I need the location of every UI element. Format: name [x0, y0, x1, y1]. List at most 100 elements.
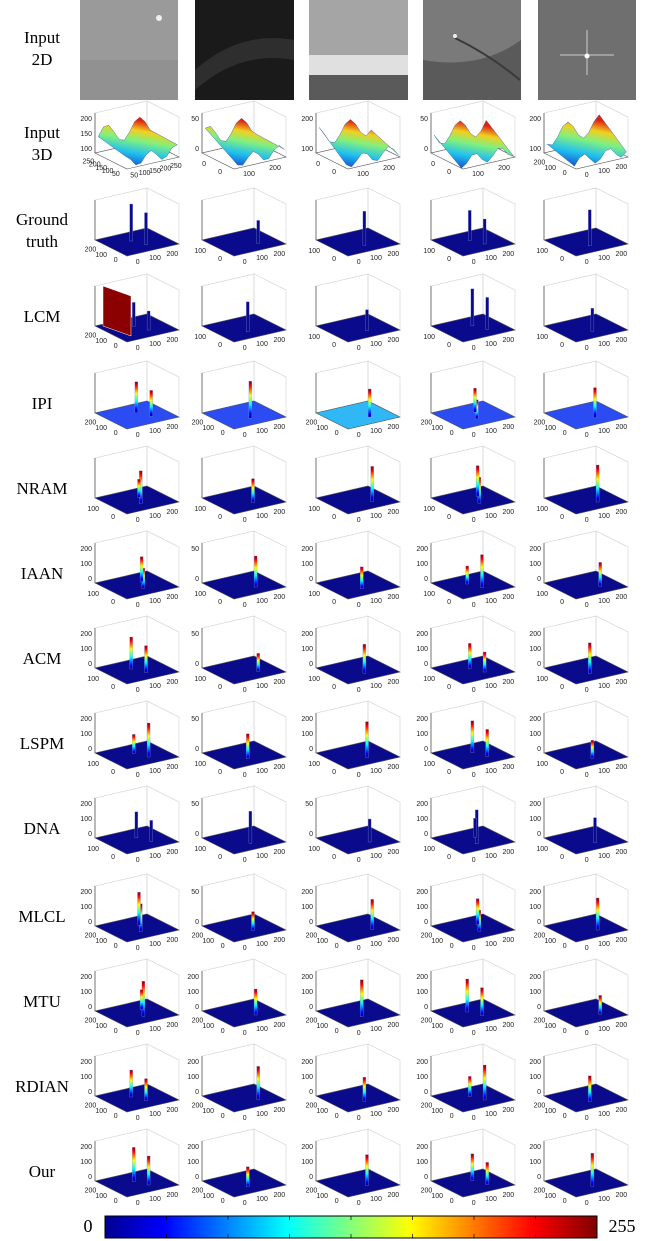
spike [368, 819, 371, 842]
z-tick-label: 100 [416, 646, 428, 653]
spike [363, 1077, 366, 1101]
floor-tick-label: 0 [472, 1030, 476, 1037]
z-tick-label: 200 [80, 631, 92, 638]
z-tick-label: 100 [80, 731, 92, 738]
floor-tick-label: 200 [166, 764, 178, 771]
floor-tick-label: 0 [111, 599, 115, 606]
floor-tick-label: 0 [243, 945, 247, 952]
plot-3d: 10020020010000100200 [529, 101, 628, 179]
plot-3d: 20010000100200 [421, 361, 515, 439]
floor-tick-label: 0 [357, 345, 361, 352]
z-tick-label: 0 [537, 746, 541, 753]
floor-tick-label: 200 [502, 679, 514, 686]
z-tick-label: 100 [301, 904, 313, 911]
spike [476, 899, 479, 925]
plot-3d: 10020000100200 [301, 101, 400, 178]
z-tick-label: 50 [191, 716, 199, 723]
spike [132, 734, 135, 753]
z-tick-label: 100 [301, 1074, 313, 1081]
z-tick-label: 100 [301, 646, 313, 653]
floor-tick-label: 0 [221, 1113, 225, 1120]
floor-tick-label: 0 [111, 684, 115, 691]
z-tick-label: 50 [305, 801, 313, 808]
floor-tick-label: 100 [308, 506, 320, 513]
plot-3d: 20010000100200 [85, 361, 179, 439]
floor-tick-label: 100 [544, 938, 556, 945]
spike [360, 567, 363, 589]
floor-tick-label: 0 [357, 259, 361, 266]
floor-tick-label: 100 [87, 676, 99, 683]
row-label: Our [29, 1162, 56, 1181]
z-tick-label: 0 [309, 919, 313, 926]
floor-tick-label: 200 [166, 679, 178, 686]
z-tick-label: 0 [88, 1089, 92, 1096]
z-tick-label: 200 [301, 1144, 313, 1151]
spike [257, 1066, 260, 1099]
floor-tick-label: 0 [111, 854, 115, 861]
z-tick-label: 0 [309, 831, 313, 838]
floor-tick-label: 100 [243, 171, 255, 178]
floor-tick-label: 0 [472, 687, 476, 694]
floor-tick-label: 200 [615, 424, 627, 431]
floor-tick-label: 100 [536, 248, 548, 255]
floor-tick-label: 100 [485, 428, 497, 435]
floor-tick-label: 100 [598, 683, 610, 690]
floor-tick-label: 100 [370, 598, 382, 605]
floor-tick-label: 100 [149, 683, 161, 690]
plot-3d: 20010000100200 [85, 188, 179, 266]
plot-3d: 010020010000100200 [529, 786, 628, 864]
floor-tick-label: 100 [202, 1108, 214, 1115]
floor-tick-label: 100 [95, 425, 107, 432]
floor-tick-label: 200 [387, 679, 399, 686]
spike [257, 220, 260, 243]
input-images [80, 0, 636, 100]
floor-tick-label: 100 [423, 846, 435, 853]
spike [366, 722, 369, 758]
floor-tick-label: 0 [560, 769, 564, 776]
floor-tick-label: 100 [149, 1196, 161, 1203]
floor-tick-label: 200 [166, 251, 178, 258]
floor-tick-label: 0 [332, 854, 336, 861]
z-tick-label: 0 [195, 576, 199, 583]
floor-tick-label: 0 [332, 684, 336, 691]
floor-tick-label: 100 [95, 338, 107, 345]
plot-3d: 05010000100200 [191, 531, 286, 609]
floor-tick-label: 100 [485, 941, 497, 948]
floor-tick-label: 200 [502, 849, 514, 856]
floor-tick-label: 100 [149, 1026, 161, 1033]
z-tick-label: 50 [191, 801, 199, 808]
floor-tick-label: 200 [166, 424, 178, 431]
plot-3d: 010020020010000100200 [187, 1044, 286, 1122]
plot-3d: 010020020010000100200 [529, 959, 628, 1037]
floor-tick-label: 100 [431, 425, 443, 432]
z-tick-label: 100 [301, 1159, 313, 1166]
floor-tick-label: 0 [357, 772, 361, 779]
z-tick-label: 100 [80, 146, 92, 153]
floor-tick-label: 0 [357, 687, 361, 694]
plot-3d: 010020010000100200 [80, 616, 179, 694]
floor-tick-label: 0 [243, 1200, 247, 1207]
row-label: Input [24, 123, 60, 142]
spike [254, 556, 257, 587]
floor-tick-label: 200 [502, 251, 514, 258]
z-tick-label: 200 [416, 1144, 428, 1151]
row-label: MLCL [18, 907, 65, 926]
floor-tick-label: 100 [370, 341, 382, 348]
floor-tick-label: 100 [95, 938, 107, 945]
floor-tick-label: 0 [218, 342, 222, 349]
floor-tick-label: 100 [316, 938, 328, 945]
floor-tick-label: 0 [136, 945, 140, 952]
floor-tick-label: 100 [370, 255, 382, 262]
floor-tick-label: 0 [563, 1198, 567, 1205]
z-tick-label: 0 [424, 1174, 428, 1181]
floor-tick-label: 100 [256, 341, 268, 348]
z-tick-label: 100 [187, 1074, 199, 1081]
spike [252, 912, 255, 931]
floor-tick-label: 100 [423, 761, 435, 768]
floor-tick-label: 200 [615, 1192, 627, 1199]
floor-tick-label: 100 [256, 598, 268, 605]
floor-tick-label: 200 [615, 509, 627, 516]
image-target [585, 54, 590, 59]
plot-3d: 10000100200 [423, 446, 515, 524]
spike [150, 390, 153, 416]
